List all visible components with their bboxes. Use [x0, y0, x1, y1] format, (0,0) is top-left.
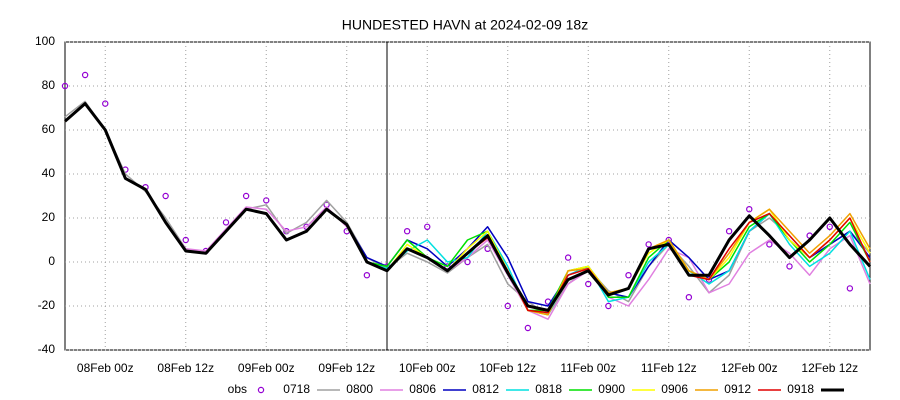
- obs-point: [222, 219, 230, 226]
- obs-point: [685, 294, 693, 301]
- obs-point: [464, 258, 471, 266]
- legend-label: 0800: [346, 382, 373, 396]
- obs-point: [263, 197, 270, 204]
- obs-point: [846, 285, 854, 292]
- y-tick-label: -20: [38, 298, 56, 312]
- obs-point: [725, 227, 733, 235]
- legend-label: 0718: [283, 382, 310, 396]
- legend-label: obs: [228, 382, 247, 396]
- y-tick-label: -40: [38, 342, 56, 356]
- obs-point: [504, 302, 511, 310]
- x-tick-label: 11Feb 00z: [560, 361, 616, 375]
- legend-label: 0806: [409, 382, 436, 396]
- y-tick-label: 0: [48, 254, 55, 268]
- x-tick-label: 09Feb 12z: [318, 361, 375, 375]
- legend-label: 0818: [535, 382, 562, 396]
- obs-point: [242, 192, 250, 200]
- legend-label: 0912: [724, 382, 751, 396]
- y-tick-label: 80: [42, 78, 56, 92]
- obs-point: [826, 223, 833, 230]
- obs-point: [524, 324, 532, 332]
- forecast-line: [64, 102, 872, 312]
- legend-marker: [257, 386, 265, 394]
- x-tick-label: 10Feb 12z: [479, 361, 536, 375]
- obs-point: [786, 263, 793, 270]
- x-tick-label: 09Feb 00z: [238, 361, 295, 375]
- x-tick-label: 08Feb 00z: [77, 361, 134, 375]
- plot-frame: [64, 41, 871, 351]
- obs-point: [564, 254, 572, 261]
- obs-point: [102, 100, 109, 107]
- obs-point: [363, 272, 371, 279]
- obs-point: [585, 280, 592, 288]
- obs-point: [61, 82, 69, 90]
- chart-title: HUNDESTED HAVN at 2024-02-09 18z: [342, 17, 588, 33]
- obs-point: [403, 227, 411, 235]
- legend-label: 0918: [787, 382, 814, 396]
- obs-point: [645, 241, 652, 248]
- x-tick-label: 12Feb 12z: [801, 361, 858, 375]
- y-tick-label: 60: [42, 122, 56, 136]
- x-tick-label: 08Feb 12z: [157, 361, 214, 375]
- obs-point: [182, 236, 189, 244]
- legend-label: 0906: [661, 382, 688, 396]
- obs-point: [81, 71, 89, 79]
- x-tick-label: 11Feb 12z: [641, 361, 697, 375]
- x-tick-label: 10Feb 00z: [399, 361, 456, 375]
- obs-point: [605, 302, 612, 310]
- obs-point: [625, 272, 632, 279]
- y-tick-label: 20: [42, 210, 56, 224]
- y-tick-label: 40: [42, 166, 56, 180]
- obs-point: [162, 192, 169, 200]
- legend-label: 0900: [598, 382, 625, 396]
- x-tick-label: 12Feb 00z: [721, 361, 778, 375]
- obs-point: [766, 241, 773, 248]
- obs-point: [424, 223, 431, 230]
- legend-label: 0812: [472, 382, 499, 396]
- obs-point: [665, 236, 672, 244]
- obs-point: [746, 205, 753, 213]
- y-tick-label: 100: [35, 34, 55, 48]
